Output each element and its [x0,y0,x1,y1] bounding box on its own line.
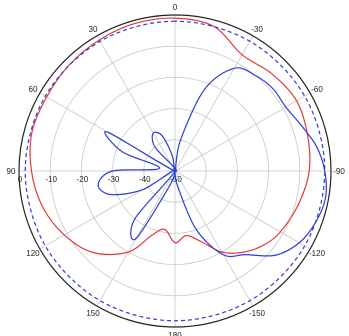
radial-tick-label: -30 [108,175,120,184]
angle-tick-label: -120 [309,249,326,258]
outer-frame [18,14,332,328]
angle-tick-label: 150 [86,309,100,318]
grid-spoke [174,170,254,307]
polar-grid [19,15,331,327]
series-line-2 [97,67,327,258]
angle-tick-label: 90 [7,167,16,176]
grid-spoke [96,35,176,172]
angle-tick-label: 120 [26,249,40,258]
angle-tick-label: -150 [249,309,266,318]
angle-tick-label: 0 [173,3,178,12]
series-line-3 [24,20,326,322]
angle-tick-label: 60 [29,85,38,94]
angle-tick-label: -90 [333,167,345,176]
angle-tick-label: -30 [251,25,263,34]
grid-spoke [174,92,311,172]
angle-tick-label: 30 [89,25,98,34]
series-layer [24,17,327,322]
angle-tick-label: 180 [168,331,182,336]
radial-tick-label: 0 [18,175,23,184]
grid-spoke [174,170,311,250]
series-line-1 [29,17,311,256]
radial-tick-label: -40 [139,175,151,184]
angle-tick-label: -60 [311,85,323,94]
radial-tick-label: -10 [45,175,57,184]
radial-tick-label: -20 [77,175,89,184]
grid-spoke [174,35,254,172]
